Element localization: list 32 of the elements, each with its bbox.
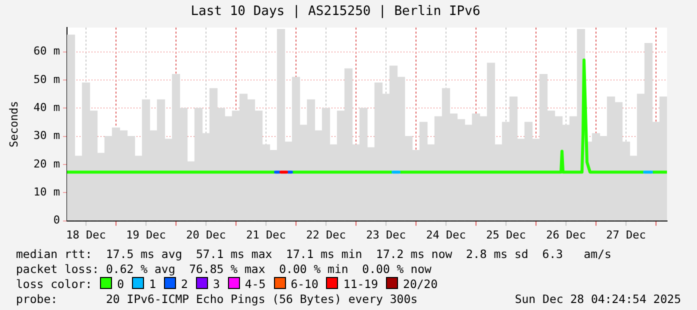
x-tick-label: 27 Dec — [606, 228, 646, 242]
chart-title: Last 10 Days | AS215250 | Berlin IPv6 — [190, 4, 480, 20]
y-tick-label: 30 m — [34, 129, 60, 142]
y-tick-label: 50 m — [34, 72, 60, 86]
y-tick-label: 20 m — [34, 157, 60, 170]
legend-label: 0 — [117, 277, 124, 291]
legend-title: loss color: — [16, 277, 92, 291]
y-tick-label: 10 m — [34, 185, 60, 198]
x-tick-label: 18 Dec — [66, 228, 106, 242]
x-tick-label: 24 Dec — [426, 228, 466, 242]
legend-label: 3 — [212, 277, 220, 291]
x-tick-label: 19 Dec — [126, 228, 166, 242]
y-tick-label: 60 m — [34, 44, 60, 58]
x-tick-label: 21 Dec — [246, 228, 286, 242]
legend-label: 4-5 — [244, 277, 266, 291]
legend-label: 20/20 — [403, 277, 438, 291]
legend-label: 11-19 — [343, 277, 378, 291]
legend-label: 2 — [181, 277, 188, 291]
legend-label: 1 — [149, 277, 156, 291]
x-tick-label: 25 Dec — [486, 228, 526, 242]
x-tick-label: 23 Dec — [366, 228, 406, 242]
text: probe: 20 IPv6-ICMP Echo Pings (56 Bytes) every 300s — [16, 292, 418, 307]
legend-label: 6-10 — [290, 277, 318, 291]
text: median rtt: 17.5 ms avg 57.1 ms max 17.1 ms min 17.2 ms now 2.8 ms sd 6.3 am/s — [16, 247, 612, 262]
x-tick-label: 26 Dec — [546, 228, 586, 242]
y-tick-label: 0 — [53, 214, 60, 227]
text: Sun Dec 28 04:24:54 2025 — [514, 292, 681, 306]
y-tick-label: 40 m — [34, 101, 60, 114]
x-tick-label: 22 Dec — [306, 228, 346, 242]
text: packet loss: 0.62 % avg 76.85 % max 0.00 % min 0.00 % now — [16, 262, 432, 277]
y-axis-title: Seconds — [7, 101, 20, 148]
x-tick-label: 20 Dec — [186, 228, 226, 242]
